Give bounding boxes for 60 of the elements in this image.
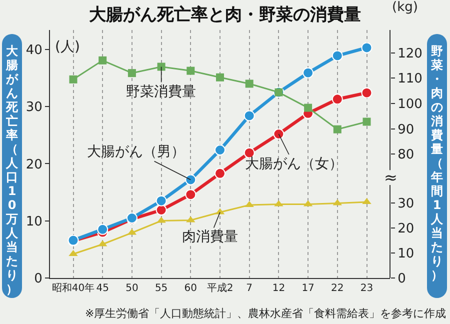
y-tick-label: 20 [26,157,42,172]
y-tick-label: 40 [26,42,42,58]
point [244,110,255,122]
y2-tick-label: 0 [398,272,406,287]
x-tick-label: 23 [360,283,374,294]
point [186,66,195,75]
annotation: ≈ [384,168,398,187]
x-tick-label: 22 [331,283,344,294]
y3-tick-label: 110 [398,72,422,87]
series-label: 大腸がん（女） [245,156,343,172]
y-tick-label: 30 [26,100,42,116]
point [245,80,254,88]
point [273,128,284,140]
series-label: 野菜消費量 [126,84,196,100]
x-tick-label: 7 [246,283,253,294]
point [69,75,78,84]
x-tick-label: 17 [302,283,314,294]
y3-tick-label: 90 [398,122,414,138]
text: ※厚生労働省「人口動態統計」、農林水産省「食料需給表」を参考に作成 [85,307,446,320]
text: 大腸がん死亡率（人口10万人当たり） [6,44,18,296]
x-tick-label: 昭和40年 [52,282,95,294]
point [333,125,342,134]
point [185,189,196,200]
x-tick-label: 55 [154,283,168,294]
y3-tick-label: 100 [398,97,422,112]
x-tick-label: 50 [126,283,138,294]
y3-tick-label: 80 [398,148,414,163]
point [128,69,136,78]
y2-tick-label: 30 [398,196,414,212]
point [156,204,167,216]
y-tick-label: 10 [26,214,42,230]
annotation: (人) [55,39,80,55]
point [157,62,166,71]
point [98,56,107,64]
point [332,50,343,62]
point [361,42,372,54]
point [185,174,196,186]
x-tick-label: 12 [272,283,286,294]
y-tick-label: 0 [34,272,42,287]
x-tick-label: 60 [184,283,198,294]
point [216,73,224,82]
point [214,168,226,179]
chart-title: 大腸がん死亡率と肉・野菜の消費量 [89,5,361,25]
point [304,104,312,112]
series-label: 大腸がん（男） [87,144,185,160]
x-tick-label: 45 [96,283,109,294]
point [332,94,343,105]
y2-tick-label: 20 [398,222,414,237]
point [97,224,108,235]
x-tick-label: 平成2 [206,282,234,294]
point [214,144,226,156]
y2-tick-label: 10 [398,246,414,262]
point [156,195,167,206]
point [361,87,372,98]
text: 野菜・肉の消費量（年間1人当たり） [431,44,443,282]
point [362,118,371,126]
text: (kg) [392,0,418,15]
y3-tick-label: 120 [398,46,422,62]
point [302,67,314,78]
series-label: 肉消費量 [182,229,238,245]
